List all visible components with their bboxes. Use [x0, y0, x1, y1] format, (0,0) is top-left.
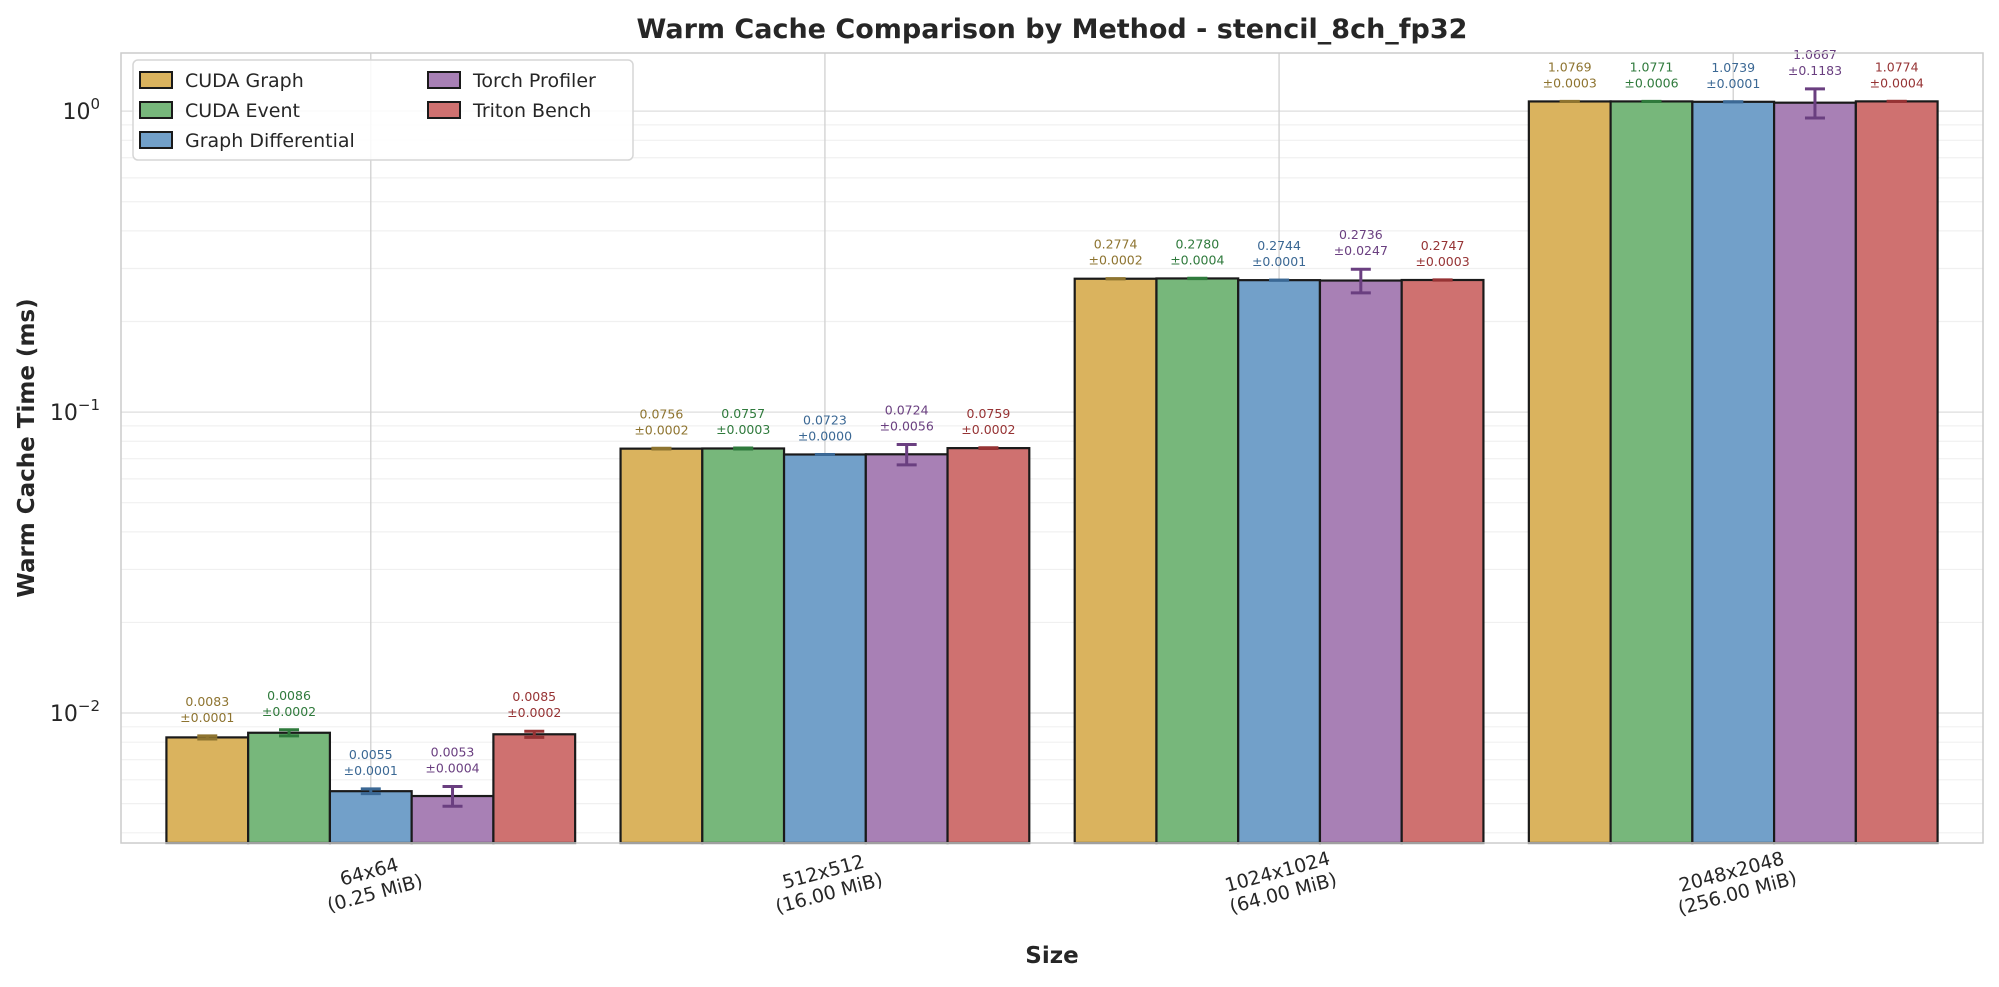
- legend-item: Graph Differential: [139, 130, 355, 152]
- bar: [619, 447, 704, 845]
- data-label: 0.2774: [1094, 237, 1138, 252]
- error-label: ±0.0001: [180, 710, 234, 725]
- bar: [328, 790, 413, 845]
- x-tick-label: 512x512(16.00 MiB): [773, 851, 885, 919]
- data-label: 0.0086: [267, 688, 311, 703]
- error-label: ±0.0004: [425, 761, 479, 776]
- bar: [1527, 100, 1612, 845]
- error-label: ±0.0001: [344, 763, 398, 778]
- annotations: 0.0083±0.00010.0756±0.00020.2774±0.00021…: [180, 47, 1924, 778]
- legend-swatch: [139, 101, 173, 119]
- legend-label: Torch Profiler: [472, 70, 596, 92]
- y-tick-base: 10: [62, 100, 90, 125]
- legend-swatch: [139, 131, 173, 149]
- data-label: 0.0085: [512, 689, 556, 704]
- bar: [1854, 100, 1939, 845]
- data-label: 1.0739: [1711, 60, 1755, 75]
- legend-item: Torch Profiler: [427, 70, 596, 92]
- x-tick-label: 64x64(0.25 MiB): [325, 854, 425, 917]
- bar: [701, 447, 786, 845]
- plot-frame: [120, 52, 1984, 844]
- bar: [1155, 277, 1240, 845]
- error-label: ±0.1183: [1788, 63, 1842, 78]
- bar: [1073, 277, 1158, 845]
- error-label: ±0.0004: [1870, 75, 1924, 90]
- x-tick-label: 1024x1024(64.00 MiB): [1223, 848, 1340, 919]
- legend: CUDA Graph CUDA Event Graph Differential To…: [132, 59, 634, 161]
- legend-swatch: [427, 101, 461, 119]
- error-label: ±0.0002: [634, 422, 688, 437]
- data-label: 0.2747: [1421, 238, 1465, 253]
- error-label: ±0.0002: [1088, 253, 1142, 268]
- data-label: 1.0771: [1630, 59, 1674, 74]
- y-tick-exponent: −1: [78, 396, 100, 414]
- bar: [1772, 101, 1857, 845]
- legend-label: Triton Bench: [472, 100, 591, 122]
- data-label: 0.0083: [185, 694, 229, 709]
- legend-swatch: [427, 71, 461, 89]
- data-label: 0.0757: [721, 406, 765, 421]
- legend-swatch: [139, 71, 173, 89]
- data-label: 1.0774: [1875, 59, 1919, 74]
- error-label: ±0.0004: [1170, 252, 1224, 267]
- bar: [946, 447, 1031, 845]
- bar: [1237, 279, 1322, 845]
- error-label: ±0.0006: [1624, 75, 1678, 90]
- error-label: ±0.0247: [1334, 243, 1388, 258]
- y-tick-exponent: 0: [90, 95, 100, 113]
- error-label: ±0.0001: [1252, 254, 1306, 269]
- bar: [782, 453, 867, 845]
- error-label: ±0.0000: [798, 428, 852, 443]
- x-axis-label: Size: [1025, 943, 1078, 969]
- error-label: ±0.0001: [1706, 76, 1760, 91]
- legend-item: CUDA Event: [139, 100, 300, 122]
- data-label: 0.0053: [431, 745, 475, 760]
- data-label: 0.2736: [1339, 227, 1383, 242]
- error-label: ±0.0003: [1415, 254, 1469, 269]
- bar: [1609, 100, 1694, 845]
- y-tick-label: 100: [62, 95, 100, 125]
- data-label: 1.0667: [1793, 47, 1837, 62]
- legend-label: CUDA Event: [185, 100, 300, 122]
- data-label: 1.0769: [1548, 59, 1592, 74]
- bar: [492, 733, 577, 845]
- x-ticks: 64x64(0.25 MiB) 512x512(16.00 MiB) 1024x10…: [325, 848, 1800, 920]
- error-label: ±0.0002: [262, 704, 316, 719]
- bar: [1318, 279, 1403, 845]
- data-label: 0.0759: [967, 406, 1011, 421]
- x-tick-label: 2048x2048(256.00 MiB): [1676, 848, 1800, 920]
- y-tick-label: 10−2: [50, 697, 100, 727]
- bar: [1691, 100, 1776, 845]
- error-label: ±0.0002: [961, 422, 1015, 437]
- data-label: 0.2780: [1175, 236, 1219, 251]
- error-label: ±0.0003: [1543, 75, 1597, 90]
- bar: [165, 736, 250, 845]
- legend-item: CUDA Graph: [139, 70, 304, 92]
- bars: [165, 87, 1939, 845]
- y-axis-label: Warm Cache Time (ms): [14, 298, 40, 597]
- data-label: 0.2744: [1257, 238, 1301, 253]
- legend-item: Triton Bench: [427, 100, 591, 122]
- legend-label: Graph Differential: [185, 130, 355, 152]
- data-label: 0.0055: [349, 747, 393, 762]
- chart-title: Warm Cache Comparison by Method - stenci…: [637, 14, 1468, 45]
- error-label: ±0.0056: [880, 419, 934, 434]
- data-label: 0.0724: [885, 403, 929, 418]
- error-label: ±0.0002: [507, 705, 561, 720]
- data-label: 0.0756: [640, 406, 684, 421]
- error-label: ±0.0003: [716, 422, 770, 437]
- y-tick-exponent: −2: [78, 697, 100, 715]
- y-tick-base: 10: [50, 702, 78, 727]
- y-tick-base: 10: [50, 401, 78, 426]
- bar: [247, 731, 332, 845]
- legend-label: CUDA Graph: [185, 70, 304, 92]
- bar: [864, 453, 949, 845]
- data-label: 0.0723: [803, 412, 847, 427]
- legend-box: [132, 59, 634, 161]
- bar: [1400, 278, 1485, 845]
- y-tick-label: 10−1: [50, 396, 100, 426]
